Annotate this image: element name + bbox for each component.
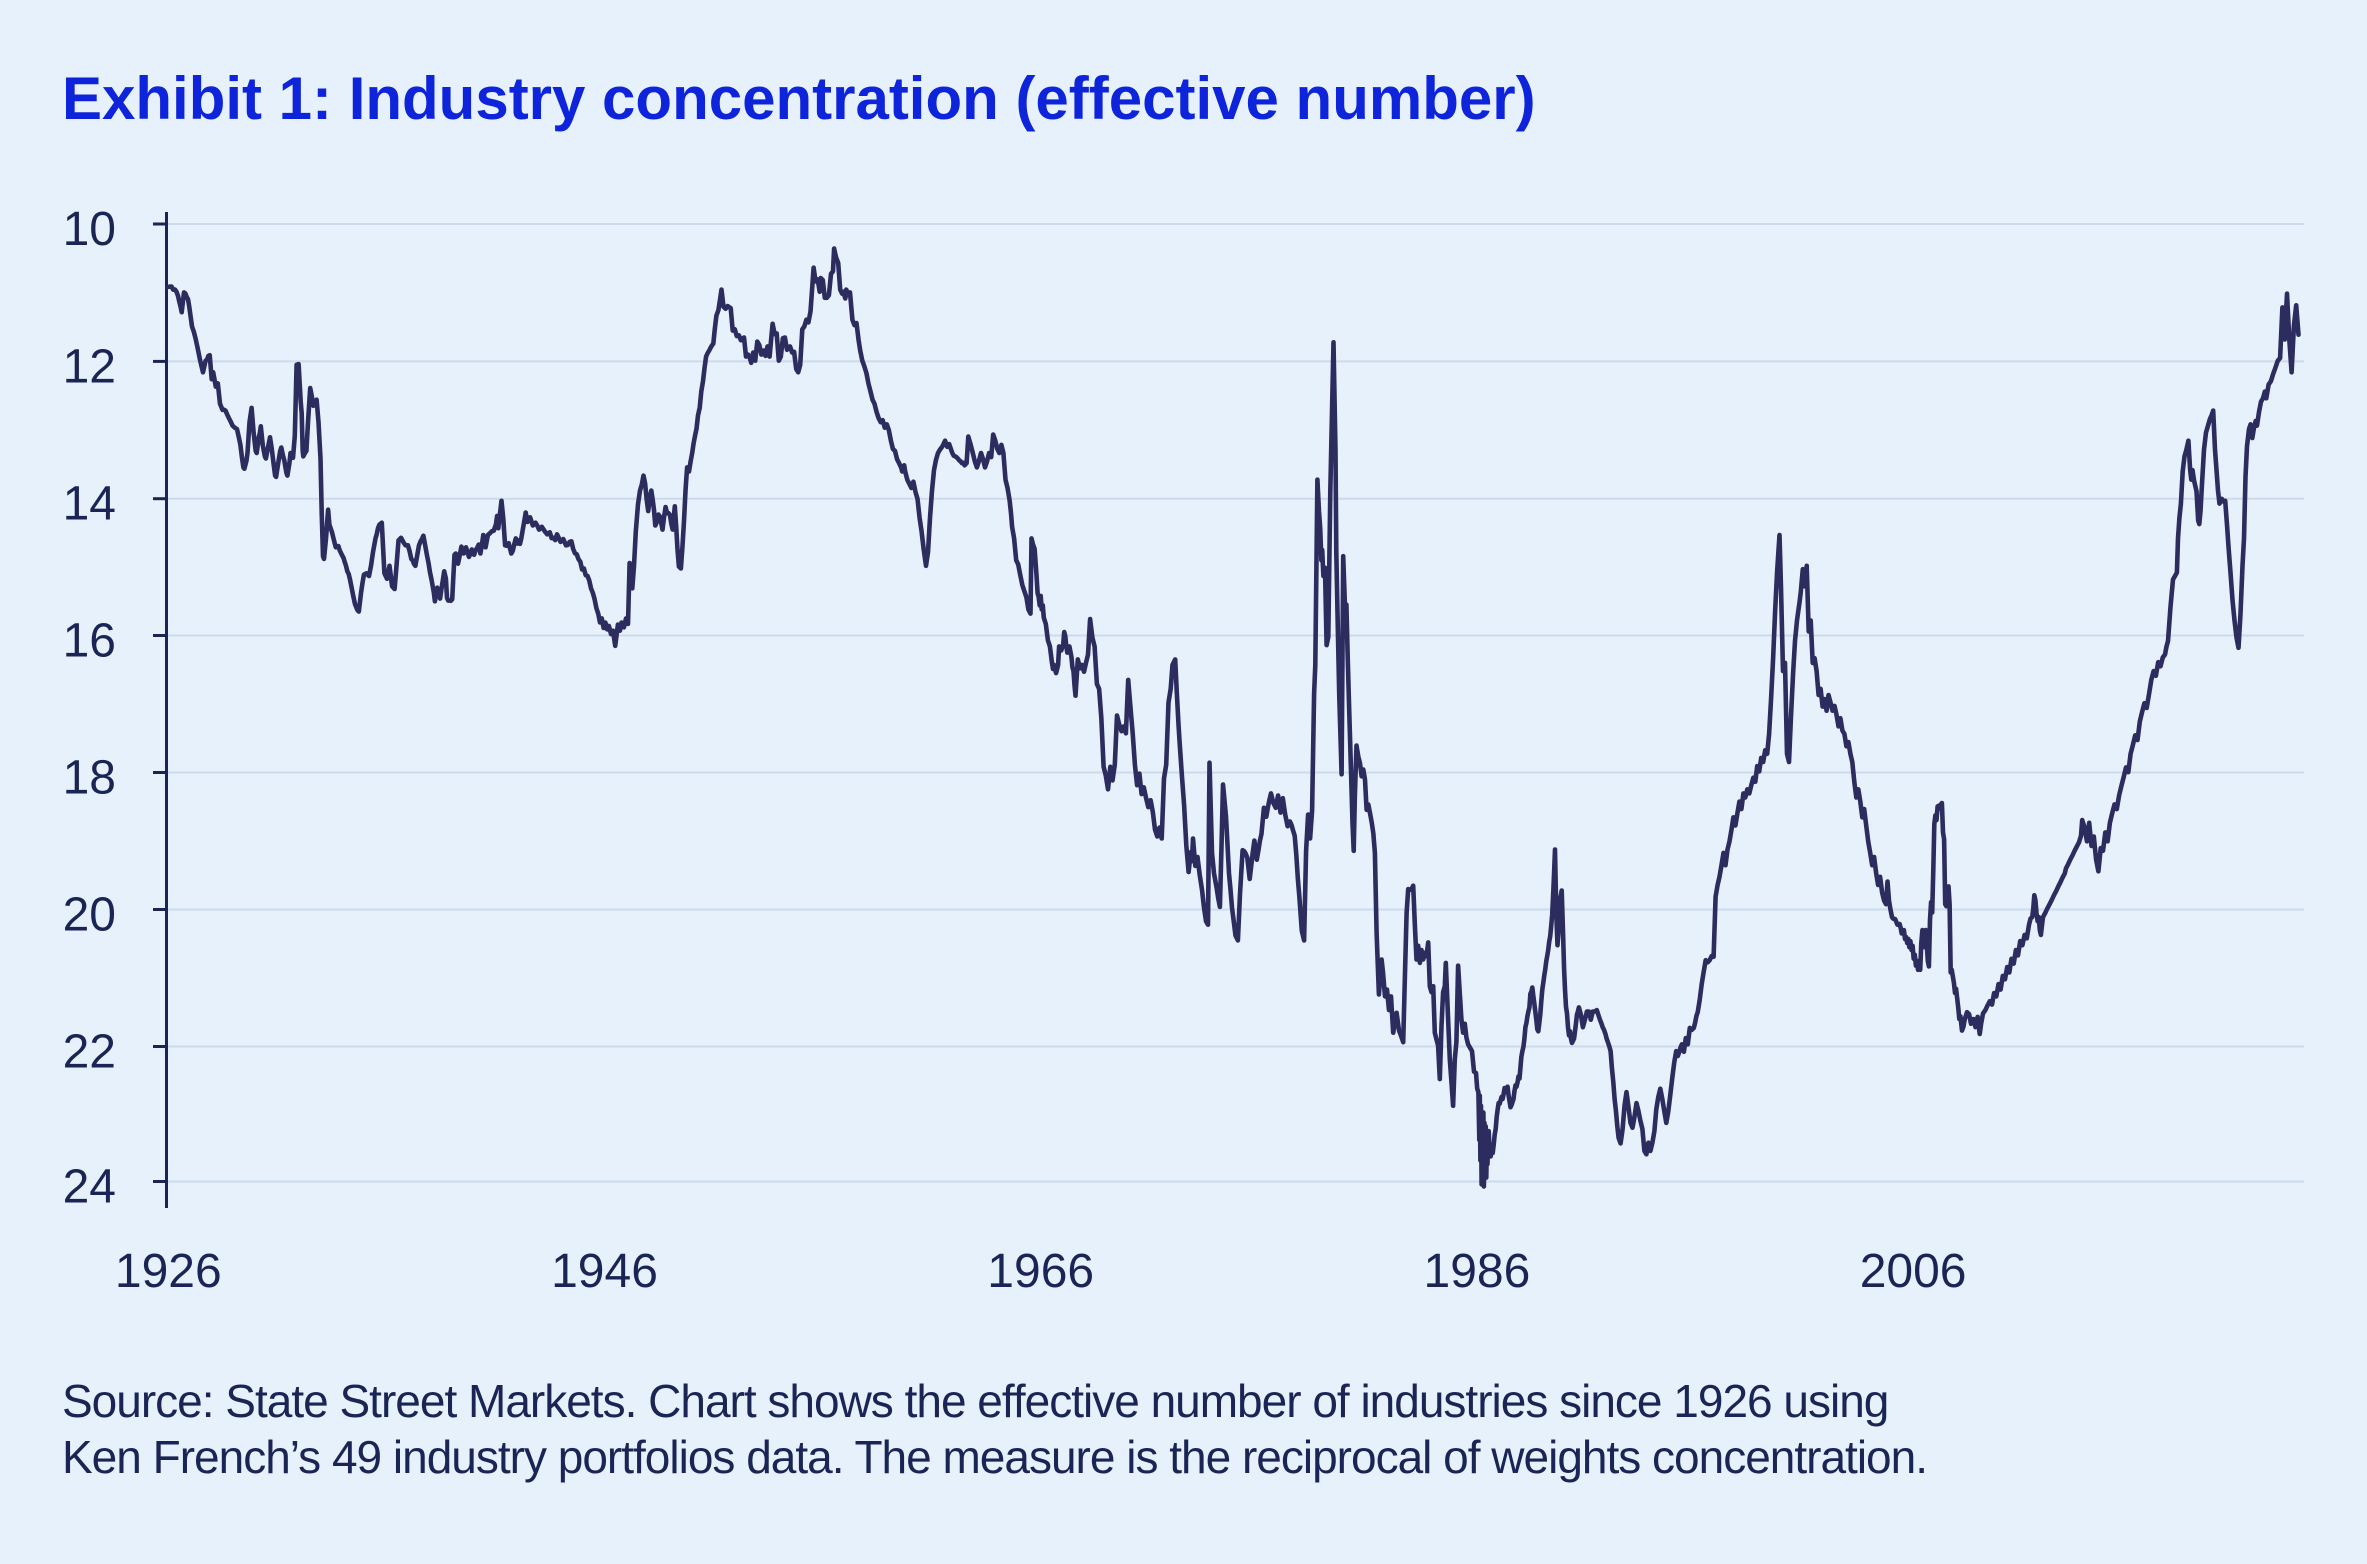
svg-text:24: 24 — [63, 1161, 116, 1214]
svg-text:12: 12 — [63, 340, 116, 393]
svg-text:Source: State Street Markets.: Source: State Street Markets. Chart show… — [62, 1375, 1888, 1427]
svg-text:2006: 2006 — [1860, 1245, 1967, 1298]
svg-text:1946: 1946 — [551, 1245, 658, 1298]
svg-text:10: 10 — [63, 203, 116, 256]
svg-text:1926: 1926 — [115, 1245, 222, 1298]
svg-text:22: 22 — [63, 1026, 116, 1079]
svg-text:18: 18 — [63, 752, 116, 805]
svg-text:20: 20 — [63, 889, 116, 942]
svg-text:14: 14 — [63, 478, 116, 531]
svg-text:Exhibit 1: Industry concentrat: Exhibit 1: Industry concentration (effec… — [62, 65, 1536, 132]
svg-text:1966: 1966 — [987, 1245, 1094, 1298]
svg-text:Ken French’s 49 industry portf: Ken French’s 49 industry portfolios data… — [62, 1431, 1927, 1483]
svg-text:1986: 1986 — [1424, 1245, 1531, 1298]
svg-text:16: 16 — [63, 615, 116, 668]
